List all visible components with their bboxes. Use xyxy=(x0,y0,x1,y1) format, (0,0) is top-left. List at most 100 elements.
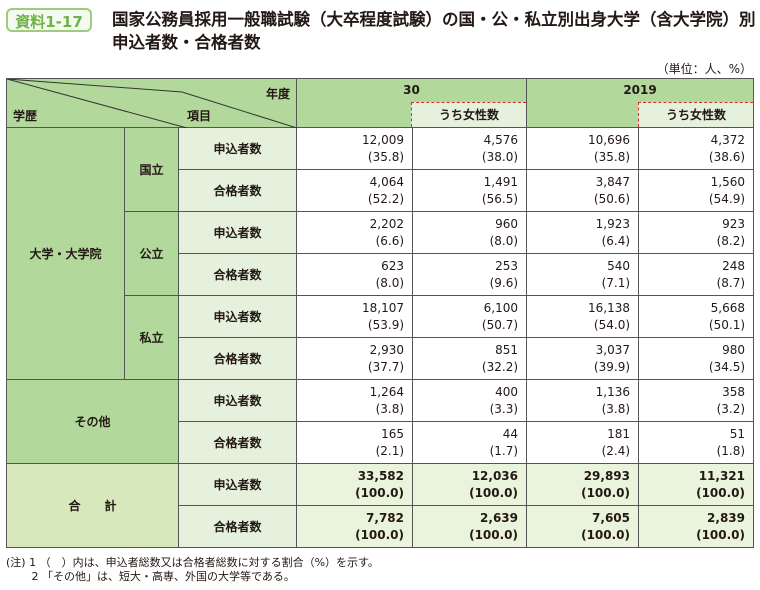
percent-value: (3.3) xyxy=(489,401,519,416)
percent-value: (50.6) xyxy=(593,191,631,206)
table-row: 私立 申込者数 18,107 (53.9) 6,100 (50.7) 16,138 (54.0… xyxy=(7,295,755,380)
count-value: 3,037 xyxy=(595,342,631,357)
count-value: 248 xyxy=(722,258,746,273)
count-value: 12,036 xyxy=(471,468,519,483)
count-value: 2,839 xyxy=(707,510,746,525)
value-cell: 253 (9.6) xyxy=(412,253,528,296)
value-cell: 4,064 (52.2) xyxy=(296,169,414,212)
count-value: 1,136 xyxy=(595,384,631,399)
count-value: 3,847 xyxy=(595,174,631,189)
percent-value: (6.4) xyxy=(601,233,631,248)
value-cell: 923 (8.2) xyxy=(638,211,755,254)
value-cell: 3,847 (50.6) xyxy=(526,169,640,212)
corner-header: 年度 学歴 項目 xyxy=(5,78,298,128)
percent-value: (100.0) xyxy=(696,527,746,542)
count-value: 2,930 xyxy=(369,342,405,357)
table-row: 合格者数 165 (2.1) 44 (1.7) 181 (2.4) 51 (1.8) xyxy=(7,421,755,464)
value-cell: 980 (34.5) xyxy=(638,337,755,380)
count-value: 51 xyxy=(729,426,746,441)
item-label: 合格者数 xyxy=(177,421,298,464)
percent-value: (54.0) xyxy=(593,317,631,332)
notes: (注) 1 （ ）内は、申込者総数又は合格者総数に対する割合（%）を示す。 2 … xyxy=(6,556,379,584)
percent-value: (100.0) xyxy=(469,485,519,500)
value-cell: 1,491 (56.5) xyxy=(412,169,528,212)
page-title: 国家公務員採用一般職試験（大卒程度試験）の国・公・私立別出身大学（含大学院）別申… xyxy=(112,10,756,52)
year-header-2019: 2019 うち女性数 xyxy=(526,78,755,128)
table-row: 公立 申込者数 2,202 (6.6) 960 (8.0) 1,923 (6.4) 923 (8.… xyxy=(7,211,755,296)
count-value: 12,009 xyxy=(362,132,405,147)
percent-value: (38.6) xyxy=(708,149,746,164)
percent-value: (7.1) xyxy=(601,275,631,290)
count-value: 960 xyxy=(495,216,519,231)
value-cell: 2,202 (6.6) xyxy=(296,211,414,254)
count-value: 7,782 xyxy=(366,510,405,525)
count-value: 400 xyxy=(495,384,519,399)
value-cell: 12,009 (35.8) xyxy=(296,127,414,170)
item-label: 申込者数 xyxy=(177,379,298,422)
group-label: 大学・大学院 xyxy=(6,127,125,380)
value-cell: 12,036 (100.0) xyxy=(412,463,528,506)
table-row: 合格者数 4,064 (52.2) 1,491 (56.5) 3,847 (50.6) 1,5… xyxy=(7,169,755,212)
percent-value: (34.5) xyxy=(708,359,746,374)
value-cell: 2,639 (100.0) xyxy=(412,505,528,548)
item-label: 申込者数 xyxy=(177,295,298,338)
percent-value: (6.6) xyxy=(375,233,405,248)
value-cell: 851 (32.2) xyxy=(412,337,528,380)
item-label: 合格者数 xyxy=(177,505,298,548)
count-value: 540 xyxy=(607,258,631,273)
value-cell: 165 (2.1) xyxy=(296,421,414,464)
percent-value: (37.7) xyxy=(367,359,405,374)
subgroup-label: 国立 xyxy=(124,127,179,212)
value-cell: 960 (8.0) xyxy=(412,211,528,254)
count-value: 44 xyxy=(502,426,519,441)
table-row: 合格者数 2,930 (37.7) 851 (32.2) 3,037 (39.9) 980 (3… xyxy=(7,337,755,380)
count-value: 1,491 xyxy=(483,174,519,189)
value-cell: 7,605 (100.0) xyxy=(526,505,640,548)
count-value: 358 xyxy=(722,384,746,399)
percent-value: (54.9) xyxy=(708,191,746,206)
value-cell: 5,668 (50.1) xyxy=(638,295,755,338)
percent-value: (52.2) xyxy=(367,191,405,206)
percent-value: (3.8) xyxy=(375,401,405,416)
percent-value: (100.0) xyxy=(696,485,746,500)
percent-value: (50.7) xyxy=(481,317,519,332)
count-value: 4,576 xyxy=(483,132,519,147)
value-cell: 51 (1.8) xyxy=(638,421,755,464)
item-label: 合格者数 xyxy=(177,253,298,296)
percent-value: (1.8) xyxy=(716,443,746,458)
value-cell: 4,372 (38.6) xyxy=(638,127,755,170)
note-1: (注) 1 （ ）内は、申込者総数又は合格者総数に対する割合（%）を示す。 xyxy=(6,556,379,569)
value-cell: 400 (3.3) xyxy=(412,379,528,422)
percent-value: (1.7) xyxy=(489,443,519,458)
count-value: 623 xyxy=(381,258,405,273)
subgroup-label: 私立 xyxy=(124,295,179,380)
value-cell: 1,136 (3.8) xyxy=(526,379,640,422)
count-value: 1,923 xyxy=(595,216,631,231)
count-value: 2,202 xyxy=(369,216,405,231)
table-row: 合格者数 7,782 (100.0) 2,639 (100.0) 7,605 (100.0)… xyxy=(7,505,755,548)
value-cell: 623 (8.0) xyxy=(296,253,414,296)
value-cell: 1,560 (54.9) xyxy=(638,169,755,212)
diagonal-lines xyxy=(7,79,297,128)
count-value: 181 xyxy=(607,426,631,441)
subgroup-label: 公立 xyxy=(124,211,179,296)
figure-badge: 資料1-17 xyxy=(6,8,92,32)
value-cell: 4,576 (38.0) xyxy=(412,127,528,170)
value-cell: 11,321 (100.0) xyxy=(638,463,755,506)
edu-label: 学歴 xyxy=(13,109,38,123)
value-cell: 181 (2.4) xyxy=(526,421,640,464)
count-value: 851 xyxy=(495,342,519,357)
percent-value: (100.0) xyxy=(469,527,519,542)
count-value: 7,605 xyxy=(592,510,631,525)
data-table: 年度 学歴 項目 30 うち女性数 2019 うち女性数 大学・大学院 国立 申込者数 1… xyxy=(5,78,755,548)
table-row: 大学・大学院 国立 申込者数 12,009 (35.8) 4,576 (38.0) 10,69… xyxy=(6,127,755,380)
count-value: 33,582 xyxy=(357,468,405,483)
percent-value: (100.0) xyxy=(355,527,405,542)
percent-value: (38.0) xyxy=(481,149,519,164)
item-label: 申込者数 xyxy=(177,127,298,170)
value-cell: 248 (8.7) xyxy=(638,253,755,296)
item-label: 合格者数 xyxy=(177,169,298,212)
value-cell: 16,138 (54.0) xyxy=(526,295,640,338)
count-value: 253 xyxy=(495,258,519,273)
female-label: うち女性数 xyxy=(411,102,527,127)
